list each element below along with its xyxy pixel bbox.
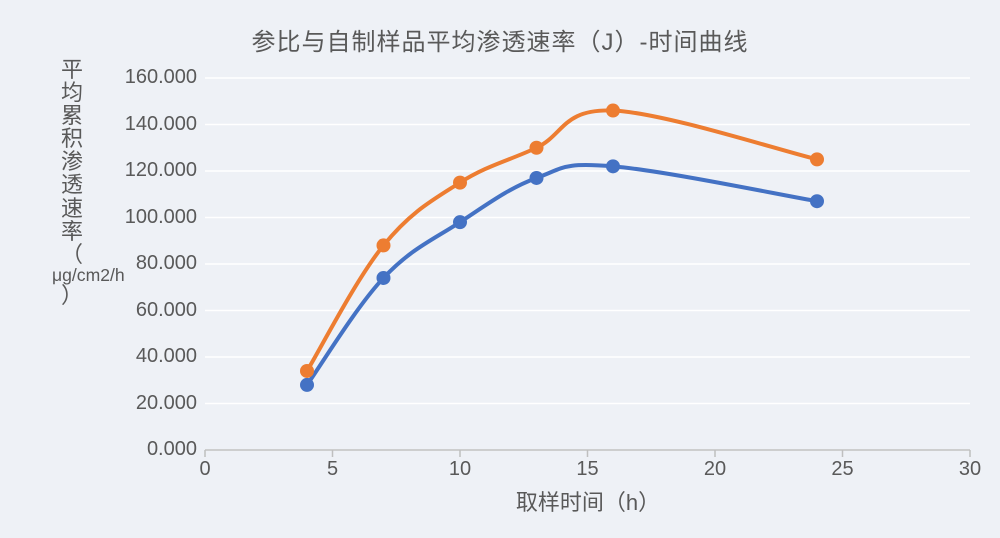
series-marker-series-2-orange [606, 104, 620, 118]
series-marker-series-2-orange [810, 152, 824, 166]
x-tick-label: 25 [823, 458, 863, 481]
series-marker-series-1-blue [530, 171, 544, 185]
y-tick-label: 60.000 [136, 299, 197, 322]
series-marker-series-1-blue [453, 215, 467, 229]
y-tick-label: 80.000 [136, 252, 197, 275]
x-tick-label: 30 [950, 458, 990, 481]
series-marker-series-2-orange [300, 364, 314, 378]
y-tick-label: 160.000 [125, 66, 197, 89]
x-tick-label: 0 [185, 458, 225, 481]
y-tick-label: 120.000 [125, 159, 197, 182]
y-tick-label: 140.000 [125, 113, 197, 136]
series-marker-series-2-orange [377, 238, 391, 252]
x-tick-label: 15 [568, 458, 608, 481]
y-tick-label: 20.000 [136, 392, 197, 415]
x-tick-label: 20 [695, 458, 735, 481]
x-tick-label: 5 [313, 458, 353, 481]
y-tick-label: 100.000 [125, 206, 197, 229]
chart-container: 参比与自制样品平均渗透速率（J）-时间曲线 平均累积渗透速率（μg/cm2/h）… [0, 0, 1000, 538]
series-marker-series-1-blue [810, 194, 824, 208]
y-tick-label: 40.000 [136, 345, 197, 368]
series-marker-series-1-blue [300, 378, 314, 392]
series-marker-series-2-orange [530, 141, 544, 155]
series-marker-series-1-blue [606, 159, 620, 173]
series-marker-series-2-orange [453, 176, 467, 190]
series-marker-series-1-blue [377, 271, 391, 285]
x-tick-label: 10 [440, 458, 480, 481]
